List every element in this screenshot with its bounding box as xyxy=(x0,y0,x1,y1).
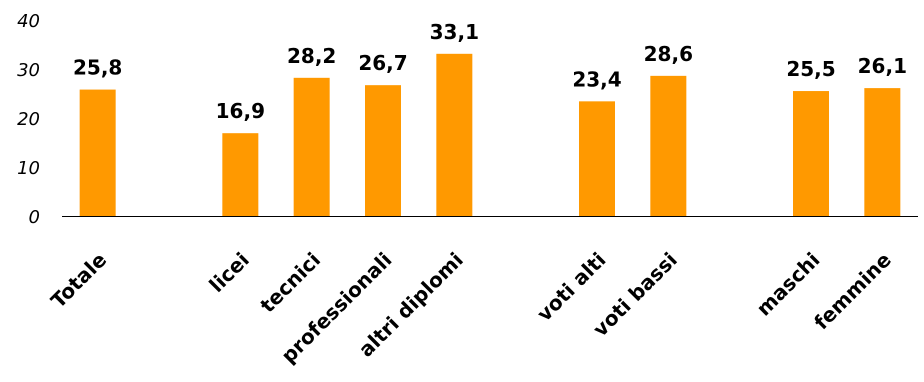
x-tick-label: maschi xyxy=(752,248,825,321)
data-label: 16,9 xyxy=(216,99,265,123)
y-tick-label: 20 xyxy=(17,109,40,130)
data-label: 23,4 xyxy=(572,67,621,91)
data-label: 25,8 xyxy=(73,56,122,80)
y-tick-label: 30 xyxy=(17,60,40,81)
bar xyxy=(79,89,116,216)
bar xyxy=(436,53,473,217)
data-label: 26,7 xyxy=(358,51,407,75)
data-label: 33,1 xyxy=(430,20,479,44)
bars xyxy=(79,53,901,217)
y-axis: 0 10 20 30 40 xyxy=(17,11,40,228)
bar xyxy=(365,85,401,216)
data-label: 25,5 xyxy=(786,57,835,81)
bar xyxy=(579,101,615,216)
x-tick-label: tecnici xyxy=(255,248,325,318)
bar xyxy=(650,75,687,216)
x-tick-label: femmine xyxy=(809,248,896,335)
bar xyxy=(793,91,829,216)
data-label: 28,6 xyxy=(644,42,693,66)
x-tick-label: Totale xyxy=(46,248,111,313)
y-tick-label: 40 xyxy=(17,11,40,32)
bar xyxy=(293,77,330,216)
y-tick-label: 0 xyxy=(29,207,40,228)
bar xyxy=(864,88,901,216)
x-tick-label: licei xyxy=(204,248,253,297)
y-tick-label: 10 xyxy=(17,158,40,179)
bar xyxy=(222,133,259,216)
data-label: 28,2 xyxy=(287,44,336,68)
data-labels: 25,8 16,9 28,2 26,7 33,1 23,4 28,6 25,5 26,1 xyxy=(73,20,907,123)
data-label: 26,1 xyxy=(858,54,907,78)
